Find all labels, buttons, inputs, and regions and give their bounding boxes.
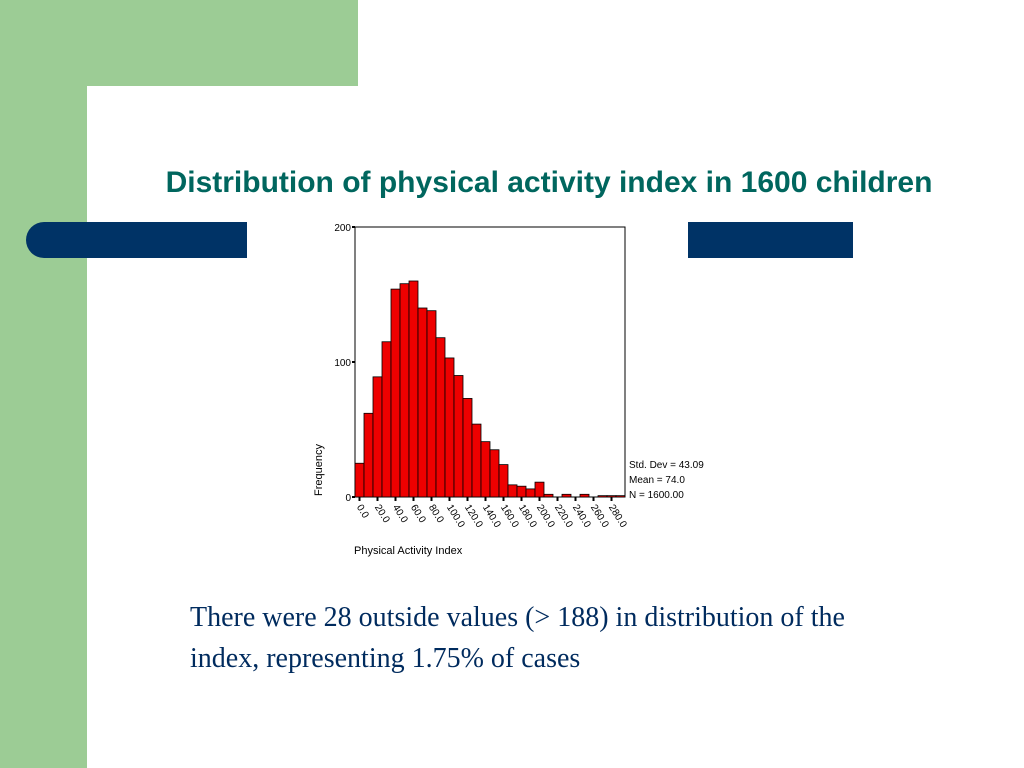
histogram-bar	[516, 485, 527, 498]
histogram-bar	[534, 481, 545, 498]
histogram-bar	[453, 375, 464, 498]
x-axis-label: Physical Activity Index	[354, 545, 463, 557]
histogram-bar	[444, 357, 455, 498]
x-tick-label: 280.0	[606, 503, 629, 530]
histogram-bar	[525, 488, 536, 498]
histogram-bar	[435, 337, 446, 498]
histogram-bar	[507, 484, 518, 498]
histogram-bar	[354, 462, 365, 498]
histogram-chart: 0 100 200 0.0 20.0 40.0 60.0 80.0 100.0 120.0 140…	[300, 215, 740, 565]
histogram-bar	[480, 441, 491, 498]
navy-accent-bar-left	[26, 222, 247, 258]
stats-label: Mean = 74.0	[629, 475, 685, 486]
histogram-bar	[489, 449, 500, 498]
histogram-bar	[408, 280, 419, 498]
histogram-bar	[363, 412, 374, 498]
histogram-bar	[498, 464, 509, 498]
histogram-bar	[381, 341, 392, 498]
y-tick-label: 100	[334, 358, 351, 369]
slide-body-text: There were 28 outside values (> 188) in …	[190, 602, 845, 674]
x-tick-label: 60.0	[408, 503, 428, 526]
x-tick-label: 20.0	[372, 503, 392, 526]
navy-accent-bar-right	[688, 222, 853, 258]
y-tick-label: 200	[334, 223, 351, 234]
histogram-bar	[417, 307, 428, 498]
histogram-bar	[390, 288, 401, 498]
slide-title: Distribution of physical activity index …	[165, 166, 933, 199]
histogram-bar	[462, 398, 473, 498]
histogram-bar	[561, 493, 572, 498]
content-panel	[87, 86, 1024, 768]
histogram-bar	[606, 495, 617, 498]
y-axis-label: Frequency	[313, 444, 325, 496]
histogram-bar	[372, 376, 383, 498]
x-tick-label: 0.0	[354, 503, 371, 521]
green-top-band	[0, 0, 358, 86]
x-tick-label: 40.0	[390, 503, 410, 526]
histogram-bar	[426, 310, 437, 498]
x-tick-label: 80.0	[426, 503, 446, 526]
histogram-bar	[399, 283, 410, 498]
histogram-bar	[543, 493, 554, 498]
stats-label: Std. Dev = 43.09	[629, 460, 704, 471]
histogram-bar	[615, 495, 626, 498]
stats-label: N = 1600.00	[629, 490, 684, 501]
histogram-bar	[579, 493, 590, 498]
y-tick-label: 0	[345, 493, 351, 504]
green-side-band	[0, 0, 87, 768]
histogram-bar	[471, 423, 482, 498]
histogram-bar	[597, 495, 608, 498]
